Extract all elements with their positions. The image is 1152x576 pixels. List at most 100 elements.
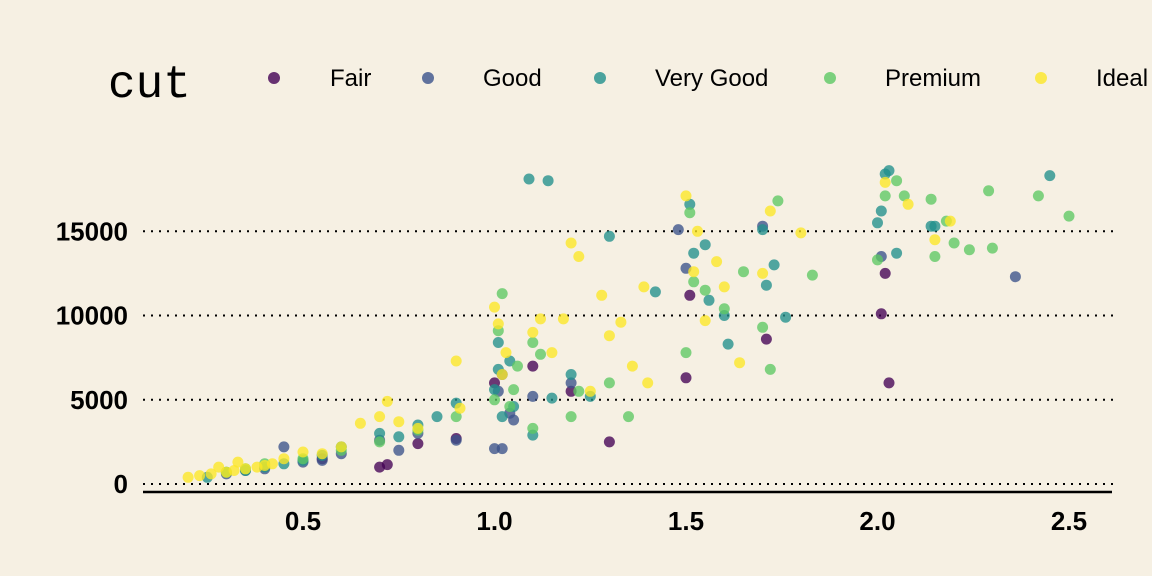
- point-premium: [699, 284, 711, 296]
- point-very-good: [684, 198, 696, 210]
- point-very-good: [496, 411, 508, 423]
- point-ideal: [228, 465, 240, 476]
- point-ideal: [764, 205, 776, 217]
- point-ideal: [266, 458, 278, 470]
- point-ideal: [335, 441, 347, 453]
- point-ideal: [699, 315, 711, 327]
- x-tick-label: 2.0: [859, 506, 895, 536]
- legend-label-fair: Fair: [330, 65, 371, 92]
- point-very-good: [872, 217, 883, 229]
- legend-marker-premium: [824, 72, 836, 84]
- point-fair: [883, 377, 895, 389]
- point-fair: [565, 385, 577, 397]
- point-very-good: [703, 294, 715, 306]
- point-ideal: [240, 463, 251, 475]
- point-ideal: [489, 301, 500, 313]
- point-very-good: [393, 431, 405, 443]
- point-ideal: [182, 471, 194, 483]
- point-ideal: [692, 225, 703, 237]
- point-ideal: [795, 227, 807, 239]
- point-premium: [535, 348, 546, 360]
- point-ideal: [584, 385, 596, 397]
- legend-label-ideal: Ideal: [1096, 65, 1148, 92]
- y-tick-label: 10000: [56, 301, 128, 331]
- point-ideal: [902, 198, 914, 210]
- point-ideal: [626, 360, 638, 372]
- point-ideal: [278, 453, 290, 465]
- point-ideal: [557, 313, 569, 325]
- point-ideal: [205, 468, 217, 480]
- point-very-good: [780, 311, 792, 323]
- point-ideal: [879, 176, 891, 188]
- legend-marker-fair: [268, 72, 280, 84]
- point-premium: [963, 244, 975, 256]
- point-premium: [1032, 190, 1044, 202]
- point-very-good: [883, 165, 895, 177]
- point-premium: [757, 321, 769, 333]
- point-ideal: [680, 190, 692, 202]
- point-ideal: [688, 266, 700, 278]
- point-ideal: [546, 347, 558, 359]
- point-fair: [603, 436, 615, 448]
- point-ideal: [412, 422, 424, 434]
- x-tick-label: 0.5: [285, 506, 321, 536]
- point-ideal: [381, 395, 393, 407]
- point-premium: [504, 401, 516, 412]
- point-ideal: [757, 267, 769, 279]
- point-fair: [381, 459, 393, 471]
- point-fair: [680, 372, 692, 384]
- point-good: [565, 377, 577, 389]
- point-premium: [623, 411, 634, 423]
- point-ideal: [393, 416, 405, 428]
- point-very-good: [1044, 170, 1056, 182]
- point-good: [489, 443, 500, 455]
- y-tick-label: 0: [114, 469, 128, 499]
- x-tick-label: 1.5: [668, 506, 704, 536]
- point-premium: [772, 195, 784, 207]
- point-ideal: [354, 417, 366, 429]
- legend-items: Fair Good Very Good Premium Ideal: [268, 65, 1148, 92]
- point-ideal: [573, 251, 585, 262]
- point-premium: [872, 254, 883, 266]
- point-premium: [929, 251, 941, 262]
- point-very-good: [891, 247, 903, 259]
- point-very-good: [374, 427, 386, 439]
- point-premium: [738, 266, 749, 278]
- point-ideal: [642, 377, 654, 389]
- point-ideal: [596, 289, 608, 301]
- point-good: [1009, 271, 1021, 283]
- point-ideal: [711, 256, 723, 268]
- point-ideal: [527, 326, 539, 338]
- point-premium: [1063, 210, 1075, 222]
- point-ideal: [718, 281, 730, 293]
- point-premium: [603, 377, 615, 389]
- point-good: [496, 443, 508, 455]
- point-ideal: [603, 330, 615, 342]
- point-very-good: [523, 173, 535, 185]
- point-ideal: [565, 237, 577, 249]
- point-premium: [986, 242, 998, 254]
- point-ideal: [450, 355, 462, 367]
- point-ideal: [615, 316, 627, 328]
- point-premium: [688, 276, 700, 288]
- point-ideal: [374, 411, 386, 423]
- point-premium: [527, 337, 539, 348]
- point-very-good: [565, 369, 577, 380]
- point-fair: [875, 308, 887, 320]
- point-very-good: [760, 279, 772, 291]
- point-very-good: [603, 230, 615, 242]
- legend-label-good: Good: [483, 65, 542, 92]
- point-ideal: [213, 461, 225, 473]
- point-good: [393, 444, 405, 456]
- y-tick-label: 15000: [56, 216, 128, 246]
- point-premium: [508, 384, 520, 396]
- point-ideal: [492, 318, 504, 330]
- point-premium: [925, 193, 937, 205]
- point-very-good: [546, 392, 558, 404]
- point-premium: [374, 436, 386, 448]
- point-premium: [512, 360, 523, 372]
- point-premium: [764, 363, 776, 375]
- point-very-good: [768, 259, 780, 271]
- point-ideal: [297, 446, 309, 458]
